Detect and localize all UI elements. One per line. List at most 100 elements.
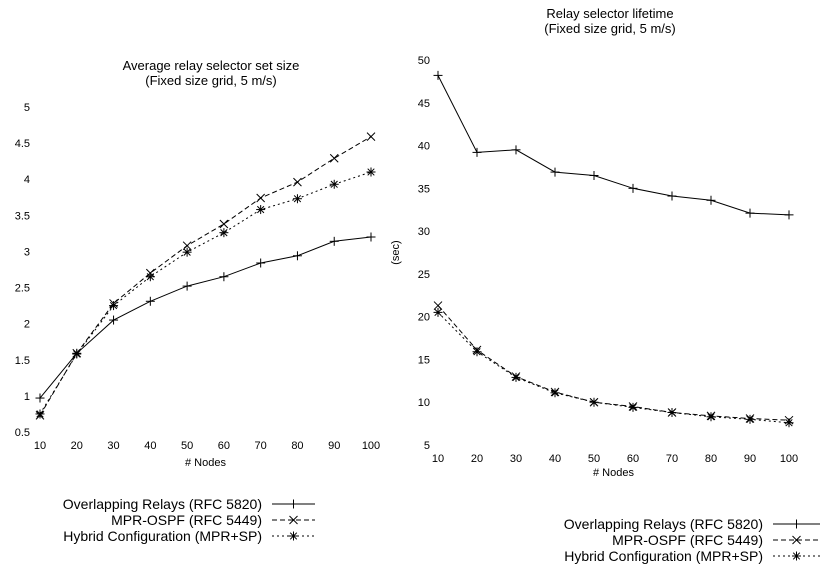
data-point bbox=[784, 210, 794, 220]
data-point bbox=[219, 228, 229, 238]
x-tick-label: 50 bbox=[181, 440, 193, 452]
data-point bbox=[433, 307, 443, 317]
data-point bbox=[292, 251, 302, 261]
chart-title: Relay selector lifetime bbox=[546, 6, 673, 21]
data-point bbox=[219, 272, 229, 282]
series-line bbox=[437, 312, 790, 424]
y-axis-label: (sec) bbox=[390, 240, 402, 264]
y-tick-label: 10 bbox=[418, 397, 430, 409]
chart-subtitle: (Fixed size grid, 5 m/s) bbox=[145, 73, 276, 88]
data-point bbox=[329, 153, 339, 163]
series-3 bbox=[433, 307, 794, 428]
legend-label: Overlapping Relays (RFC 5820) bbox=[564, 516, 763, 532]
chart-2: Relay selector lifetime(Fixed size grid,… bbox=[390, 6, 820, 564]
legend-marker bbox=[289, 499, 298, 509]
legend-entry: MPR-OSPF (RFC 5449) bbox=[111, 512, 315, 528]
data-point bbox=[35, 409, 45, 419]
y-tick-label: 30 bbox=[418, 226, 430, 238]
x-tick-label: 70 bbox=[255, 440, 267, 452]
legend-entry: Overlapping Relays (RFC 5820) bbox=[564, 516, 820, 532]
y-tick-label: 35 bbox=[418, 183, 430, 195]
data-point bbox=[256, 258, 266, 268]
legend-marker bbox=[792, 551, 801, 561]
data-point bbox=[706, 412, 716, 422]
series-2 bbox=[433, 301, 794, 425]
y-tick-label: 4 bbox=[24, 174, 30, 186]
legend-label: Hybrid Configuration (MPR+SP) bbox=[564, 548, 763, 564]
data-point bbox=[109, 301, 119, 311]
series-line bbox=[437, 305, 790, 421]
x-tick-label: 30 bbox=[107, 440, 119, 452]
data-point bbox=[293, 177, 302, 187]
x-tick-label: 20 bbox=[471, 453, 483, 465]
x-tick-label: 70 bbox=[666, 453, 678, 465]
x-tick-label: 10 bbox=[34, 440, 46, 452]
legend-entry: Overlapping Relays (RFC 5820) bbox=[63, 496, 315, 512]
legend-marker bbox=[792, 519, 801, 529]
x-tick-label: 80 bbox=[291, 440, 303, 452]
y-tick-label: 5 bbox=[24, 102, 30, 114]
y-tick-label: 1.5 bbox=[15, 355, 30, 367]
x-tick-label: 60 bbox=[218, 440, 230, 452]
x-tick-label: 100 bbox=[780, 453, 798, 465]
y-tick-label: 15 bbox=[418, 354, 430, 366]
x-tick-label: 100 bbox=[362, 440, 380, 452]
data-point bbox=[329, 179, 339, 189]
x-axis-label: # Nodes bbox=[185, 457, 226, 469]
data-point bbox=[182, 281, 192, 291]
data-point bbox=[433, 70, 443, 80]
legend-label: Overlapping Relays (RFC 5820) bbox=[63, 496, 262, 512]
x-tick-label: 30 bbox=[510, 453, 522, 465]
data-point bbox=[745, 414, 755, 424]
chart-1: Average relay selector set size(Fixed si… bbox=[15, 58, 380, 544]
y-tick-label: 20 bbox=[418, 312, 430, 324]
y-tick-label: 50 bbox=[418, 55, 430, 67]
series-line bbox=[39, 136, 372, 416]
chart-subtitle: (Fixed size grid, 5 m/s) bbox=[544, 21, 675, 36]
x-tick-label: 90 bbox=[744, 453, 756, 465]
y-tick-label: 1 bbox=[24, 391, 30, 403]
data-point bbox=[472, 347, 482, 357]
x-tick-label: 50 bbox=[588, 453, 600, 465]
data-point bbox=[433, 301, 443, 310]
y-tick-label: 40 bbox=[418, 141, 430, 153]
y-tick-label: 0.5 bbox=[15, 427, 30, 439]
data-point bbox=[35, 393, 45, 403]
legend-marker bbox=[289, 531, 298, 541]
legend-entry: Hybrid Configuration (MPR+SP) bbox=[63, 528, 315, 544]
legend-entry: MPR-OSPF (RFC 5449) bbox=[612, 532, 820, 548]
data-point bbox=[256, 205, 266, 215]
y-tick-label: 3.5 bbox=[15, 210, 30, 222]
data-point bbox=[182, 241, 192, 251]
legend-label: MPR-OSPF (RFC 5449) bbox=[612, 532, 763, 548]
x-tick-label: 80 bbox=[705, 453, 717, 465]
data-point bbox=[706, 195, 716, 205]
legend-entry: Hybrid Configuration (MPR+SP) bbox=[564, 548, 820, 564]
data-point bbox=[472, 147, 482, 157]
data-point bbox=[109, 315, 119, 325]
data-point bbox=[511, 372, 521, 382]
y-tick-label: 4.5 bbox=[15, 138, 30, 150]
data-point bbox=[511, 145, 521, 155]
legend-label: Hybrid Configuration (MPR+SP) bbox=[63, 528, 262, 544]
data-point bbox=[589, 171, 599, 180]
x-tick-label: 40 bbox=[549, 453, 561, 465]
data-point bbox=[589, 397, 599, 407]
series-line bbox=[39, 171, 372, 415]
data-point bbox=[219, 219, 229, 229]
data-point bbox=[292, 194, 302, 204]
series-3 bbox=[35, 167, 376, 419]
y-tick-label: 2 bbox=[24, 319, 30, 331]
data-point bbox=[72, 349, 82, 359]
x-axis-label: # Nodes bbox=[593, 467, 634, 479]
x-tick-label: 60 bbox=[627, 453, 639, 465]
series-1 bbox=[433, 70, 794, 220]
x-tick-label: 20 bbox=[71, 440, 83, 452]
legend-marker bbox=[289, 515, 298, 525]
y-tick-label: 3 bbox=[24, 246, 30, 258]
data-point bbox=[366, 167, 376, 177]
x-tick-label: 10 bbox=[432, 453, 444, 465]
series-2 bbox=[35, 132, 376, 420]
data-point bbox=[550, 388, 560, 398]
